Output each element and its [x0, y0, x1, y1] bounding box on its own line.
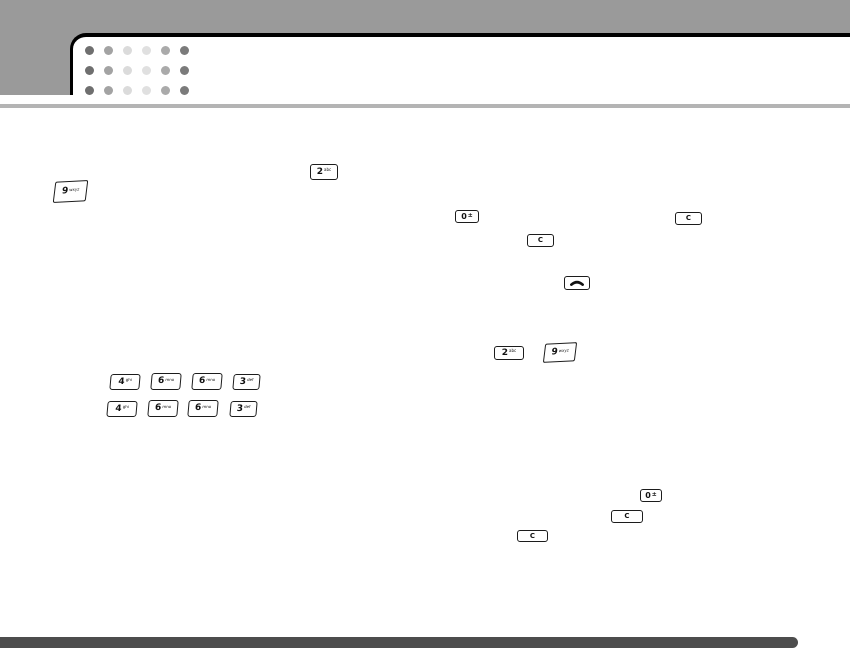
key-digit-label: 3	[236, 403, 244, 414]
key-digit-label: 9	[61, 186, 69, 197]
key-3-def: 3 def	[229, 401, 258, 417]
dot	[104, 46, 113, 55]
dot	[104, 66, 113, 75]
key-2-abc: 2 abc	[494, 346, 524, 360]
key-clear: C	[611, 510, 643, 523]
key-letters-label: abc	[324, 167, 332, 172]
dot	[104, 86, 113, 95]
key-digit-label: 3	[239, 376, 247, 387]
dot	[180, 66, 189, 75]
key-6-mno: 6 mno	[147, 400, 179, 417]
key-digit-label: 0	[461, 211, 467, 221]
plus-minus-symbol: ±	[651, 490, 657, 498]
key-digit-label: 6	[198, 376, 206, 386]
key-clear-label: C	[685, 214, 692, 222]
key-clear: C	[517, 530, 548, 542]
dot	[142, 66, 151, 75]
dot	[180, 46, 189, 55]
key-6-mno: 6 mno	[191, 373, 223, 390]
plus-minus-symbol: ±	[467, 211, 473, 219]
key-0-plus: 0 ±	[640, 489, 662, 502]
dot	[85, 46, 94, 55]
key-9-wxyz: 9 wxyz	[542, 342, 578, 363]
key-letters-label: mno	[165, 376, 175, 382]
key-clear-label: C	[537, 236, 544, 244]
key-digit-label: 2	[501, 347, 509, 358]
dot	[161, 66, 170, 75]
dot	[180, 86, 189, 95]
key-digit-label: 9	[550, 347, 559, 358]
dot	[142, 46, 151, 55]
end-call-handset-icon	[570, 280, 584, 286]
key-6-mno: 6 mno	[150, 373, 182, 390]
dot	[161, 86, 170, 95]
key-clear-label: C	[624, 512, 630, 520]
dot	[85, 86, 94, 95]
key-digit-label: 0	[645, 490, 651, 500]
key-letters-label: mno	[202, 403, 212, 409]
key-letters-label: mno	[162, 403, 172, 409]
key-letters-label: def	[243, 404, 251, 409]
section-divider-rule	[0, 104, 850, 108]
key-clear: C	[675, 212, 702, 225]
dot	[161, 46, 170, 55]
key-letters-label: ghi	[125, 377, 133, 382]
key-6-mno: 6 mno	[187, 400, 219, 417]
key-letters-label: wxyz	[558, 347, 570, 353]
dot	[85, 66, 94, 75]
key-digit-label: 2	[316, 166, 324, 177]
key-letters-label: abc	[509, 348, 517, 353]
key-letters-label: ghi	[122, 404, 130, 409]
key-digit-label: 6	[154, 403, 162, 413]
dot	[123, 46, 132, 55]
dot	[123, 66, 132, 75]
key-digit-label: 6	[194, 403, 202, 413]
dot	[142, 86, 151, 95]
key-end-call	[564, 276, 590, 290]
header-band-left-column	[0, 0, 73, 95]
key-2-abc: 2 abc	[310, 164, 338, 180]
key-clear-label: C	[529, 531, 536, 540]
key-3-def: 3 def	[232, 374, 261, 390]
key-letters-label: mno	[206, 376, 216, 382]
key-letters-label: wxyz	[69, 186, 80, 192]
header-panel	[70, 33, 850, 95]
footer-bar	[0, 637, 798, 648]
key-0-plus: 0 ±	[455, 210, 479, 223]
key-digit-label: 6	[157, 376, 165, 386]
header-band	[0, 0, 850, 33]
dot-grid-decoration	[85, 46, 189, 95]
key-digit-label: 4	[117, 376, 126, 387]
key-4-ghi: 4 ghi	[106, 401, 138, 417]
key-4-ghi: 4 ghi	[109, 374, 141, 390]
key-clear: C	[527, 234, 554, 247]
key-letters-label: def	[246, 377, 254, 382]
key-digit-label: 4	[114, 403, 123, 414]
dot	[123, 86, 132, 95]
key-9-wxyz: 9 wxyz	[52, 180, 89, 203]
